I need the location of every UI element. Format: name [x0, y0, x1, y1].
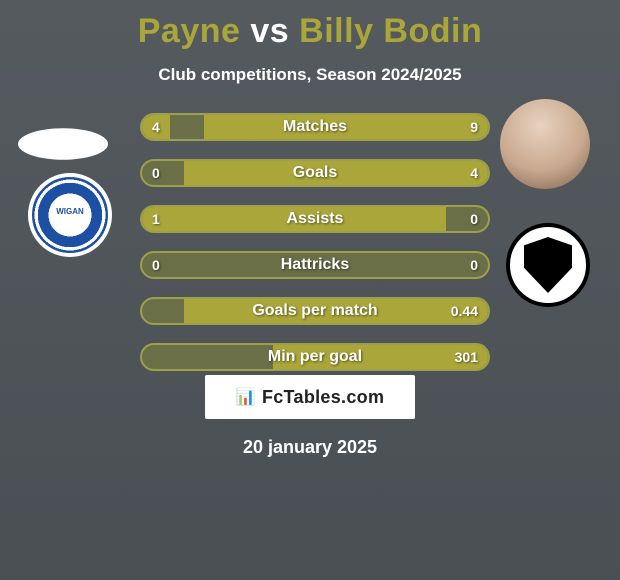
- stat-row: Min per goal301: [140, 343, 490, 371]
- player1-club-badge: WIGAN: [28, 173, 112, 257]
- stat-label: Hattricks: [142, 253, 488, 277]
- stat-row: Assists1 0: [140, 205, 490, 233]
- stat-value-right: 0: [470, 253, 478, 277]
- stat-value-right: 9: [470, 115, 478, 139]
- stat-value-left: 1: [152, 207, 160, 231]
- stat-value-right: 0.44: [451, 299, 478, 323]
- stat-label: Min per goal: [142, 345, 488, 369]
- stat-value-left: 0: [152, 161, 160, 185]
- player2-club-badge: [506, 223, 590, 307]
- stat-label: Goals per match: [142, 299, 488, 323]
- stat-label: Matches: [142, 115, 488, 139]
- branding-text: FcTables.com: [262, 387, 384, 408]
- subtitle: Club competitions, Season 2024/2025: [0, 65, 620, 85]
- stat-value-right: 301: [455, 345, 478, 369]
- player1-club-text: WIGAN: [32, 207, 108, 216]
- player1-avatar: [18, 128, 108, 160]
- player2-name: Billy Bodin: [299, 12, 482, 50]
- stat-row: Matches4 9: [140, 113, 490, 141]
- comparison-title: Payne vs Billy Bodin: [0, 0, 620, 51]
- stat-label: Assists: [142, 207, 488, 231]
- stat-bars: Matches49Goals04Assists10Hattricks00Goal…: [140, 113, 490, 389]
- player1-name: Payne: [138, 12, 241, 50]
- stat-value-left: 4: [152, 115, 160, 139]
- branding-icon: 📊: [236, 387, 256, 407]
- stat-row: Hattricks0 0: [140, 251, 490, 279]
- vs-text: vs: [250, 12, 289, 50]
- player2-club-shield: [524, 237, 572, 293]
- stat-row: Goals per match0.44: [140, 297, 490, 325]
- stat-value-left: 0: [152, 253, 160, 277]
- stat-value-right: 4: [470, 161, 478, 185]
- stat-value-right: 0: [470, 207, 478, 231]
- stat-label: Goals: [142, 161, 488, 185]
- stat-row: Goals0 4: [140, 159, 490, 187]
- player2-avatar: [500, 99, 590, 189]
- snapshot-date: 20 january 2025: [0, 437, 620, 458]
